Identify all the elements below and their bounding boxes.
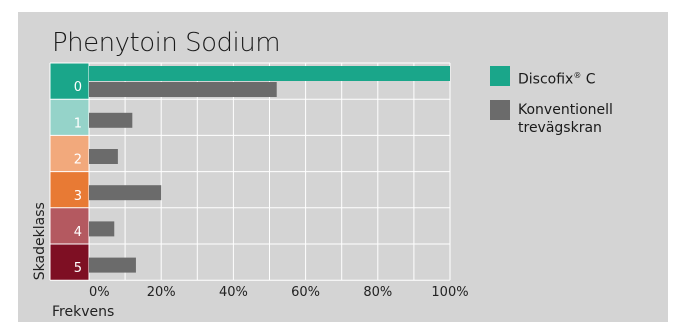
category-block-4 — [50, 207, 89, 244]
category-label-4: 4 — [74, 225, 82, 240]
registered-mark: ® — [573, 71, 582, 80]
x-tick-label: 40% — [219, 285, 248, 300]
category-label-1: 1 — [74, 116, 82, 131]
x-tick-label: 100% — [431, 285, 468, 300]
x-tick-label: 20% — [147, 285, 176, 300]
legend-swatch-konventionell — [490, 100, 510, 120]
category-label-3: 3 — [74, 189, 82, 204]
bar-konventionell-3 — [89, 185, 162, 201]
x-axis-label: Frekvens — [52, 304, 114, 320]
x-tick-label: 0% — [89, 285, 110, 300]
category-label-0: 0 — [74, 80, 82, 95]
x-tick-label: 80% — [363, 285, 392, 300]
bar-konventionell-2 — [89, 149, 118, 164]
y-axis-label: Skadeklass — [32, 202, 48, 280]
category-label-2: 2 — [74, 153, 82, 168]
legend-label-discofix: Discofix — [518, 71, 574, 88]
bar-konventionell-0 — [89, 82, 277, 97]
bar-konventionell-1 — [89, 112, 133, 128]
category-block-3 — [50, 171, 89, 208]
bar-konventionell-5 — [89, 257, 136, 273]
chart-title: Phenytoin Sodium — [52, 28, 281, 58]
bar-konventionell-4 — [89, 221, 115, 237]
legend-label-discofix-suffix: C — [581, 71, 596, 88]
legend-label-konventionell: Konventionell trevägskran — [518, 102, 613, 136]
bar-discofix-0 — [89, 66, 450, 81]
x-tick-label: 60% — [291, 285, 320, 300]
category-label-5: 5 — [74, 261, 82, 276]
category-block-0 — [50, 63, 89, 100]
category-block-2 — [50, 135, 89, 172]
legend-swatch-discofix — [490, 66, 510, 86]
category-block-1 — [50, 99, 89, 136]
category-block-5 — [50, 244, 89, 281]
